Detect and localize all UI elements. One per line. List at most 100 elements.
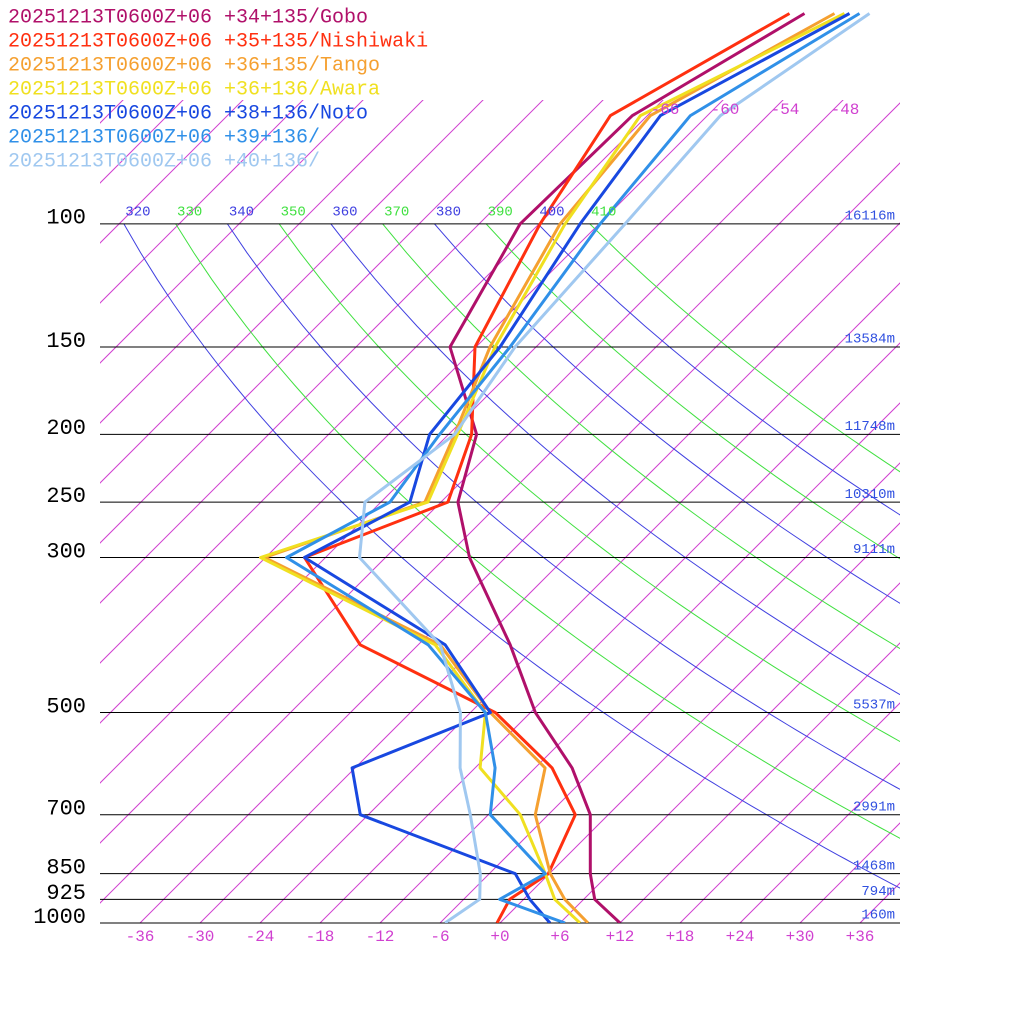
x-tick-label: +12 <box>606 928 635 946</box>
height-label: 10310m <box>845 487 895 503</box>
height-label: 2991m <box>853 799 895 815</box>
legend-entry: 20251213T0600Z+06 +38+136/Noto <box>8 102 368 125</box>
isotherm <box>100 100 424 424</box>
isotherm <box>259 282 900 923</box>
theta-label: 410 <box>591 205 616 221</box>
height-label: 9111m <box>853 542 895 558</box>
isotherm <box>100 100 664 664</box>
theta-label: 320 <box>125 205 150 221</box>
x-tick-label: +6 <box>550 928 569 946</box>
x-tick-label: +0 <box>490 928 509 946</box>
dry-adiabat <box>278 224 900 743</box>
temperature-profile <box>259 12 846 923</box>
theta-label: 330 <box>177 205 202 221</box>
pressure-label: 200 <box>46 416 86 441</box>
isotherm <box>439 462 900 923</box>
pressure-label: 150 <box>46 329 86 354</box>
theta-label: 360 <box>332 205 357 221</box>
legend-entry: 20251213T0600Z+06 +40+136/ <box>8 150 320 173</box>
temperature-profile <box>303 12 851 923</box>
x-tick-label: +24 <box>726 928 755 946</box>
x-tick-label: +30 <box>786 928 815 946</box>
x-tick-label: -18 <box>306 928 335 946</box>
dry-adiabat <box>330 224 900 696</box>
isotherm <box>100 100 364 364</box>
isotherm <box>799 822 900 923</box>
pressure-label: 250 <box>46 484 86 509</box>
dry-adiabat <box>382 224 900 650</box>
dry-adiabat <box>123 224 900 889</box>
isotherm <box>619 642 900 923</box>
x-tick-label: +36 <box>846 928 875 946</box>
dry-adiabat <box>537 224 900 516</box>
isotherm <box>319 342 900 923</box>
isotherm <box>100 100 244 244</box>
isotherm <box>100 100 724 724</box>
isotherm-label: -60 <box>711 101 740 119</box>
x-tick-label: -6 <box>430 928 449 946</box>
isotherm <box>100 100 544 544</box>
dry-adiabats <box>123 224 900 889</box>
pressure-label: 300 <box>46 539 86 564</box>
x-tick-label: -12 <box>366 928 395 946</box>
theta-label: 350 <box>281 205 306 221</box>
temperature-profile <box>263 12 836 923</box>
isotherm-label: -48 <box>831 101 860 119</box>
dry-adiabat <box>175 224 900 839</box>
isotherm <box>679 702 900 923</box>
pressure-label: 700 <box>46 797 86 822</box>
dry-adiabat <box>434 224 900 604</box>
height-label: 1468m <box>853 858 895 874</box>
pressure-label: 500 <box>46 694 86 719</box>
isotherms <box>100 100 900 923</box>
legend-entry: 20251213T0600Z+06 +36+136/Awara <box>8 78 380 101</box>
isotherm <box>559 582 900 923</box>
labels: -36 -30 -24 -18 -12 -6 +0 +6 +12 +18 +24 +30 +36 -66 -… <box>8 6 895 946</box>
isotherm-label: -54 <box>771 101 800 119</box>
height-label: 794m <box>861 884 895 900</box>
theta-label: 390 <box>488 205 513 221</box>
isotherm <box>739 762 900 923</box>
pressure-label: 925 <box>46 881 86 906</box>
height-label: 160m <box>861 908 895 924</box>
theta-label: 340 <box>229 205 254 221</box>
pressure-label: 100 <box>46 206 86 231</box>
isotherm <box>100 102 900 904</box>
dry-adiabat <box>226 224 900 790</box>
height-label: 5537m <box>853 697 895 713</box>
temperature-profile <box>285 12 861 923</box>
x-tick-label: -30 <box>186 928 215 946</box>
legend-entry: 20251213T0600Z+06 +39+136/ <box>8 126 320 149</box>
temperature-profile <box>358 12 871 923</box>
isotherm <box>100 100 604 604</box>
dry-adiabat <box>485 224 900 560</box>
height-label: 11748m <box>845 419 895 435</box>
pressure-label: 1000 <box>33 905 86 930</box>
legend-entry: 20251213T0600Z+06 +35+135/Nishiwaki <box>8 30 428 53</box>
x-tick-label: +18 <box>666 928 695 946</box>
isotherm <box>100 100 844 844</box>
profiles <box>259 12 871 923</box>
isotherm <box>100 100 484 484</box>
isotherm <box>499 522 900 923</box>
pressure-label: 850 <box>46 855 86 880</box>
theta-label: 370 <box>384 205 409 221</box>
height-label: 13584m <box>845 332 895 348</box>
isotherm <box>139 162 900 923</box>
isotherm <box>859 882 900 923</box>
theta-label: 380 <box>436 205 461 221</box>
isotherm <box>379 402 900 923</box>
isotherm-label: -66 <box>651 101 680 119</box>
height-label: 16116m <box>845 209 895 225</box>
isotherm <box>100 100 184 184</box>
isotherm <box>100 100 304 304</box>
temperature-profile <box>448 12 806 923</box>
legend-entry: 20251213T0600Z+06 +36+135/Tango <box>8 54 380 77</box>
isotherm <box>199 222 900 923</box>
theta-label: 400 <box>539 205 564 221</box>
x-tick-label: -36 <box>126 928 155 946</box>
temperature-profile <box>303 12 791 923</box>
legend-entry: 20251213T0600Z+06 +34+135/Gobo <box>8 6 368 29</box>
x-tick-label: -24 <box>246 928 275 946</box>
